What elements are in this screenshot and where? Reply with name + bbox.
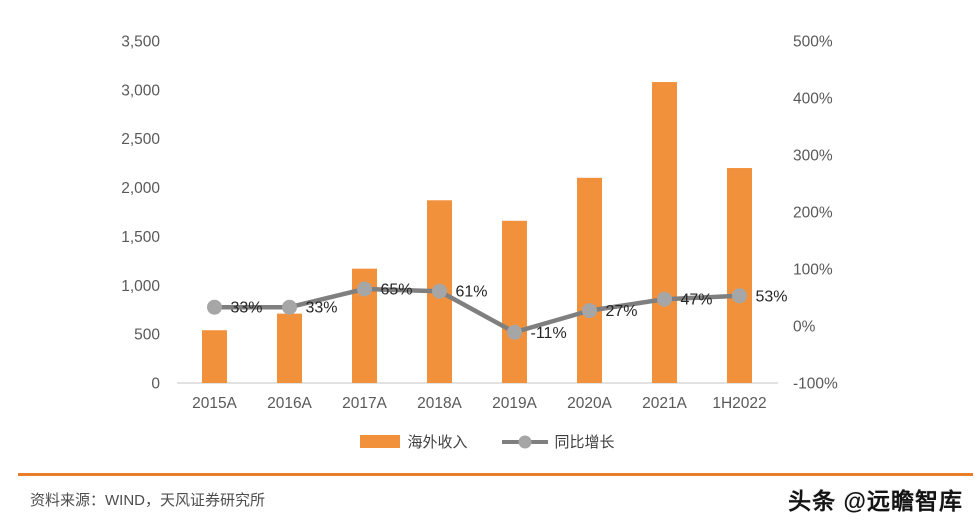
y-axis-right-tick-label: 100% <box>793 262 833 279</box>
y-axis-left-tick-label: 3,000 <box>121 82 160 99</box>
footer-divider <box>18 473 973 476</box>
y-axis-right-tick-label: 200% <box>793 205 833 222</box>
legend-label-yoy-growth: 同比增长 <box>554 434 615 451</box>
revenue-growth-chart: 3,500 3,000 2,500 2,000 1,500 1,000 500 0 500% 40… <box>121 34 838 413</box>
growth-point-label: 33% <box>231 300 263 317</box>
growth-point-2021A <box>657 291 672 307</box>
y-axis-left-tick-label: 1,000 <box>121 278 160 295</box>
y-axis-left-tick-label: 2,000 <box>121 180 160 197</box>
y-axis-left-tick-label: 0 <box>151 376 160 393</box>
bar-1H2022 <box>727 168 752 383</box>
legend-item-yoy-growth: 同比增长 <box>501 431 615 452</box>
growth-point-2018A <box>432 283 447 299</box>
y-axis-left-tick-label: 1,500 <box>121 229 160 246</box>
y-axis-left-tick-label: 500 <box>134 327 160 344</box>
y-axis-right-tick-label: 0% <box>793 319 816 336</box>
line-series-swatch-icon <box>501 435 548 448</box>
y-axis-left-tick-label: 3,500 <box>121 34 160 51</box>
bar-2016A <box>277 313 302 383</box>
x-axis-label-2016A: 2016A <box>267 395 312 412</box>
growth-point-label: -11% <box>531 325 567 342</box>
x-axis-label-2020A: 2020A <box>567 395 612 412</box>
growth-line <box>214 286 740 335</box>
growth-point-1H2022 <box>732 288 747 304</box>
bar-2020A <box>577 177 602 383</box>
growth-point-label: 33% <box>306 300 338 317</box>
y-axis-right-tick-label: 500% <box>793 34 833 51</box>
growth-point-label: 47% <box>681 292 713 309</box>
y-axis-right-tick-label: -100% <box>793 376 838 393</box>
line-marker-icon <box>518 435 531 448</box>
bar-2021A <box>652 82 677 383</box>
bar-2019A <box>502 220 527 383</box>
x-axis-label-2018A: 2018A <box>417 395 462 412</box>
publisher-watermark: 头条 @远瞻智库 <box>788 488 963 514</box>
bar-2015A <box>202 330 227 383</box>
x-axis-label-1H2022: 1H2022 <box>712 395 766 412</box>
growth-point-2016A <box>282 299 297 315</box>
growth-point-2020A <box>582 303 597 319</box>
growth-point-label: 65% <box>381 281 413 298</box>
x-axis-label-2015A: 2015A <box>192 395 237 412</box>
chart-legend: 海外收入 同比增长 <box>0 431 975 452</box>
growth-point-label: 27% <box>606 303 638 320</box>
y-axis-right-tick-label: 300% <box>793 148 833 165</box>
x-axis-label-2017A: 2017A <box>342 395 387 412</box>
growth-point-label: 53% <box>756 288 788 305</box>
data-source-note: 资料来源：WIND，天风证券研究所 <box>30 492 265 509</box>
y-axis-right-tick-label: 400% <box>793 91 833 108</box>
x-axis-label-2019A: 2019A <box>492 395 537 412</box>
growth-point-label: 61% <box>456 284 488 301</box>
legend-item-overseas-revenue: 海外收入 <box>360 431 468 452</box>
growth-point-2015A <box>207 299 222 315</box>
growth-point-2019A <box>507 324 522 340</box>
bar-series-swatch-icon <box>360 435 401 448</box>
growth-point-2017A <box>357 281 372 297</box>
legend-label-overseas-revenue: 海外收入 <box>407 434 468 451</box>
y-axis-left-tick-label: 2,500 <box>121 131 160 148</box>
x-axis-label-2021A: 2021A <box>642 395 687 412</box>
